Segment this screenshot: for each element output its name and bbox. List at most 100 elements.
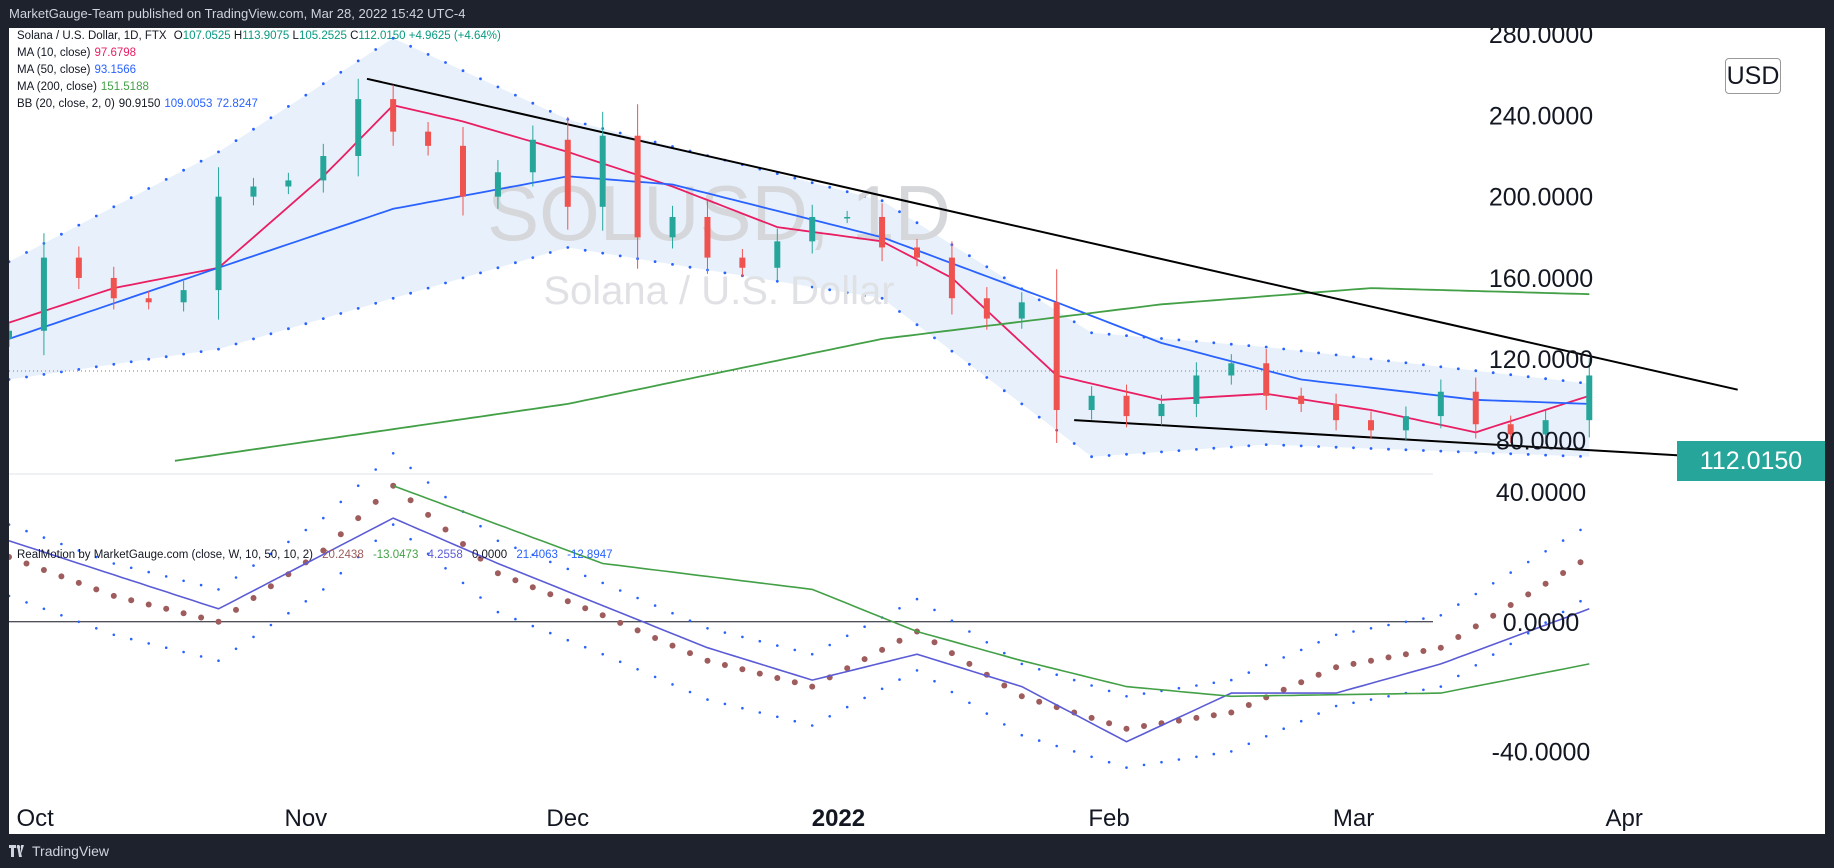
candle-body: [599, 135, 606, 207]
momentum-dot: [75, 579, 82, 586]
momentum-dot: [739, 666, 746, 673]
band-lower-dot: [182, 650, 185, 654]
band-lower-dot: [549, 631, 552, 635]
candle-body: [390, 99, 397, 132]
band-lower-dot: [741, 706, 744, 710]
band-upper-dot: [618, 589, 622, 592]
momentum-dot: [809, 683, 816, 690]
bb-lower-dot: [339, 312, 343, 315]
bb-lower-dot: [304, 322, 308, 326]
band-upper-dot: [322, 516, 325, 520]
band-lower-dot: [496, 610, 500, 614]
momentum-dot: [145, 601, 152, 608]
band-lower-dot: [444, 567, 447, 570]
time-tick: Feb: [1088, 805, 1129, 832]
bb-upper-dot: [9, 260, 11, 264]
momentum-dot: [1525, 591, 1532, 598]
bb-upper-dot: [793, 176, 797, 180]
band-upper-dot: [199, 583, 203, 587]
band-lower-dot: [706, 698, 709, 701]
band-lower-dot: [199, 655, 203, 658]
legend-ma10: MA (10, close) 97.6798: [17, 45, 136, 62]
bb-lower-dot: [77, 368, 81, 371]
bb-lower-dot: [653, 260, 657, 263]
band-lower-dot: [898, 678, 901, 681]
candle: [669, 205, 676, 249]
candle: [1368, 411, 1374, 439]
chart-frame[interactable]: SOLUSD, 1D Solana / U.S. Dollar 280.0000…: [9, 28, 1825, 834]
candle-body: [1088, 395, 1095, 411]
time-tick: Oct: [17, 805, 55, 832]
band-lower-dot: [461, 581, 465, 585]
band-lower-dot: [304, 600, 308, 603]
momentum-dot: [652, 635, 659, 641]
band-upper-dot: [1526, 560, 1530, 564]
realmotion-v6: -12.8947: [567, 549, 613, 561]
band-upper-dot: [706, 627, 709, 630]
bb-lower-dot: [461, 276, 465, 280]
momentum-dot: [931, 639, 938, 646]
candle-body: [1158, 403, 1165, 417]
momentum-dot: [494, 570, 501, 577]
bb-upper-dot: [1002, 276, 1006, 280]
legend-low-label: L: [292, 30, 299, 42]
momentum-dot: [966, 660, 973, 667]
momentum-dot: [93, 586, 100, 593]
last-price-tag: 112.0150: [1677, 441, 1825, 481]
momentum-dot: [163, 605, 170, 612]
band-upper-dot: [1264, 663, 1268, 667]
bb-lower-dot: [810, 285, 814, 289]
bb-upper-dot: [915, 221, 919, 225]
bb-upper-dot: [234, 139, 238, 142]
band-lower-dot: [234, 647, 238, 651]
band-lower-dot: [933, 679, 936, 683]
candle: [390, 84, 397, 146]
candle: [599, 111, 606, 231]
bb-upper-dot: [444, 61, 447, 64]
bb-lower-dot: [1020, 402, 1024, 406]
momentum-dot: [844, 665, 851, 672]
candle-body: [774, 241, 781, 268]
band-lower-dot: [322, 588, 325, 591]
bb-lower-dot: [1072, 442, 1076, 445]
legend-change: +4.9625 (+4.64%): [408, 30, 501, 42]
band-upper-dot: [479, 524, 482, 528]
band-lower-dot: [339, 571, 343, 575]
candle-body: [1298, 395, 1305, 404]
currency-button[interactable]: USD: [1725, 58, 1781, 94]
band-lower-dot: [1282, 727, 1285, 730]
bb-lower-dot: [863, 294, 866, 297]
realmotion-panel: [9, 452, 1590, 769]
momentum-dot: [1402, 651, 1409, 658]
bb-upper-dot: [1317, 351, 1320, 355]
time-tick: 2022: [812, 805, 865, 832]
bb-lower-dot: [845, 291, 849, 294]
bb-upper-dot: [1090, 331, 1093, 335]
band-lower-dot: [514, 617, 517, 621]
band-lower-dot: [950, 690, 954, 694]
candle-body: [844, 216, 851, 219]
momentum-dot: [372, 498, 379, 505]
legend-bb-v3: 72.8247: [216, 98, 258, 110]
bb-upper-dot: [269, 116, 273, 120]
band-upper-dot: [217, 588, 220, 591]
band-lower-dot: [129, 637, 133, 641]
watermark: SOLUSD, 1D Solana / U.S. Dollar: [487, 169, 951, 313]
momentum-dot: [460, 541, 466, 547]
bb-lower-dots: [9, 246, 1582, 459]
band-upper-dot: [25, 529, 28, 533]
band-upper-dot: [1003, 651, 1006, 655]
candle: [1088, 386, 1095, 420]
bb-upper-dot: [653, 140, 657, 144]
bb-lower-dot: [1509, 452, 1513, 456]
band-upper-dot: [1142, 692, 1146, 695]
chart-svg[interactable]: SOLUSD, 1D Solana / U.S. Dollar 280.0000…: [9, 28, 1825, 834]
candle: [1018, 292, 1025, 329]
publish-text: MarketGauge-Team published on TradingVie…: [9, 6, 466, 21]
momentum-dot: [1542, 580, 1549, 587]
bb-lower-dot: [129, 360, 133, 364]
momentum-dot: [9, 554, 12, 560]
momentum-dot: [529, 584, 536, 591]
bb-lower-dot: [723, 271, 727, 275]
momentum-dot: [215, 618, 222, 625]
